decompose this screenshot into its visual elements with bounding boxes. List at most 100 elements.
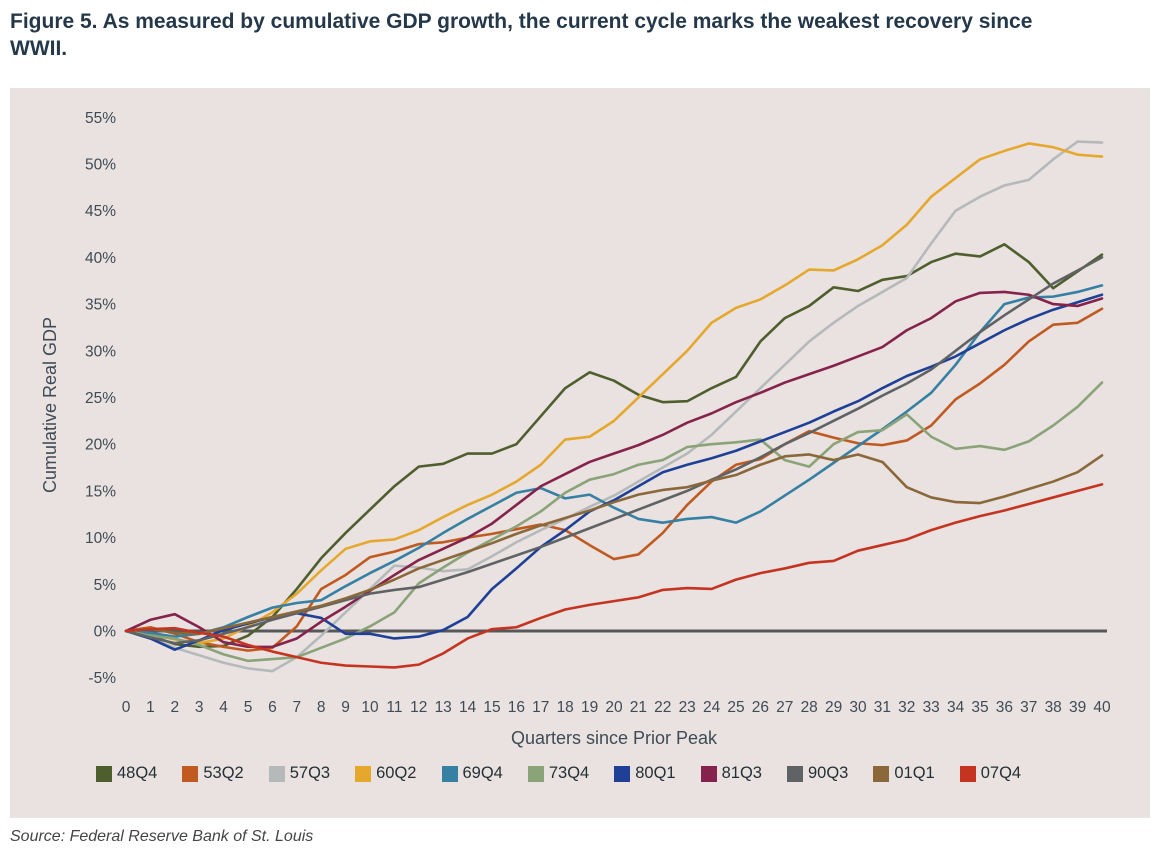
y-axis-label: 45% xyxy=(85,203,116,220)
x-axis-label: 8 xyxy=(317,699,326,716)
y-axis-label: 20% xyxy=(85,437,116,454)
y-axis-label: 15% xyxy=(85,483,116,500)
x-axis-label: 40 xyxy=(1093,699,1111,716)
x-axis-title: Quarters since Prior Peak xyxy=(511,728,718,748)
y-axis-label: 0% xyxy=(94,624,117,641)
x-axis-label: 12 xyxy=(410,699,427,716)
legend-label: 01Q1 xyxy=(894,764,935,782)
legend-item-80Q1: 80Q1 xyxy=(614,764,676,783)
x-axis-label: 36 xyxy=(996,699,1013,716)
x-axis-labels: 0 1 2 3 4 5 6 7 8 9 10 11 12 13 14 15 16 17 18 19 20 21 22 23 24… xyxy=(122,699,1111,716)
x-axis-label: 32 xyxy=(898,699,915,716)
series-line-57Q3 xyxy=(124,140,1104,673)
legend-item-60Q2: 60Q2 xyxy=(355,764,417,783)
x-axis-label: 33 xyxy=(923,699,940,716)
legend-item-57Q3: 57Q3 xyxy=(268,764,331,783)
legend-item-53Q2: 53Q2 xyxy=(182,764,244,783)
x-axis-label: 17 xyxy=(532,699,549,716)
x-axis-label: 29 xyxy=(825,699,842,716)
legend-item-01Q1: 01Q1 xyxy=(873,764,935,783)
legend-label: 69Q4 xyxy=(462,764,503,782)
x-axis-label: 16 xyxy=(508,699,525,716)
legend-swatch-07Q4 xyxy=(959,765,976,782)
x-axis-label: 37 xyxy=(1020,699,1037,716)
y-axis-label: -5% xyxy=(88,670,116,687)
legend-label: 73Q4 xyxy=(548,764,590,782)
x-axis-label: 5 xyxy=(244,699,253,716)
series-line-53Q2 xyxy=(124,307,1104,652)
x-axis-label: 10 xyxy=(361,699,379,716)
series-line-01Q1 xyxy=(124,453,1104,636)
x-axis-label: 21 xyxy=(630,699,647,716)
series-line-81Q3 xyxy=(124,290,1104,649)
legend-swatch-69Q4 xyxy=(441,765,458,782)
series-line-80Q1 xyxy=(124,293,1104,651)
legend-item-07Q4: 07Q4 xyxy=(959,764,1022,783)
legend-item-73Q4: 73Q4 xyxy=(527,764,590,783)
y-axis-label: 30% xyxy=(85,343,116,360)
series-line-69Q4 xyxy=(124,284,1104,638)
series-line-90Q3 xyxy=(124,256,1104,645)
legend-swatch-60Q2 xyxy=(355,765,372,782)
x-axis-label: 2 xyxy=(170,699,179,716)
y-axis-label: 35% xyxy=(85,297,116,314)
x-axis-label: 30 xyxy=(849,699,867,716)
y-axis-labels: 55% 50% 45% 40% 35% 30% 25% 20% 15% 10% 5% 0% -5% xyxy=(85,110,116,687)
legend-swatch-73Q4 xyxy=(527,765,544,782)
x-axis-label: 25 xyxy=(727,699,744,716)
legend-swatch-80Q1 xyxy=(614,765,631,782)
x-axis-label: 39 xyxy=(1069,699,1086,716)
x-axis-label: 22 xyxy=(654,699,671,716)
legend-label: 07Q4 xyxy=(980,764,1022,782)
legend-label: 81Q3 xyxy=(721,764,762,782)
legend-label: 60Q2 xyxy=(376,764,417,782)
x-axis-label: 7 xyxy=(292,699,301,716)
x-axis-label: 18 xyxy=(557,699,574,716)
y-axis-title: Cumulative Real GDP xyxy=(40,317,60,493)
x-axis-label: 3 xyxy=(195,699,204,716)
x-axis-label: 26 xyxy=(752,699,769,716)
legend-swatch-57Q3 xyxy=(268,765,285,782)
series-line-07Q4 xyxy=(124,483,1104,669)
y-axis-label: 25% xyxy=(85,390,116,407)
x-axis-label: 14 xyxy=(459,699,477,716)
legend-label: 48Q4 xyxy=(117,764,158,782)
x-axis-label: 0 xyxy=(122,699,131,716)
x-axis-label: 24 xyxy=(703,699,721,716)
x-axis-label: 4 xyxy=(219,699,228,716)
x-axis-label: 11 xyxy=(386,699,402,716)
x-axis-label: 34 xyxy=(947,699,965,716)
legend-label: 90Q3 xyxy=(808,764,849,782)
figure-title: Figure 5. As measured by cumulative GDP … xyxy=(10,10,1033,61)
y-axis-label: 10% xyxy=(85,530,116,547)
y-axis-label: 5% xyxy=(94,577,117,594)
legend-label: 80Q1 xyxy=(635,764,676,782)
series-line-48Q4 xyxy=(124,243,1104,649)
x-axis-label: 35 xyxy=(971,699,988,716)
legend-swatch-01Q1 xyxy=(873,765,890,782)
x-axis-label: 28 xyxy=(801,699,818,716)
x-axis-label: 6 xyxy=(268,699,277,716)
x-axis-label: 19 xyxy=(581,699,598,716)
legend-label: 57Q3 xyxy=(289,764,331,782)
legend-swatch-53Q2 xyxy=(182,765,199,782)
x-axis-label: 15 xyxy=(483,699,500,716)
y-axis-label: 55% xyxy=(85,110,116,127)
x-axis-label: 31 xyxy=(874,699,891,716)
source-note: Source: Federal Reserve Bank of St. Loui… xyxy=(10,828,314,845)
chart-legend: 48Q4 53Q2 57Q3 60Q2 69Q4 73Q4 80Q1 81Q3 90Q3 01Q1… xyxy=(10,764,1150,783)
x-axis-label: 20 xyxy=(605,699,623,716)
legend-item-69Q4: 69Q4 xyxy=(441,764,503,783)
series-line-73Q4 xyxy=(124,381,1104,663)
legend-item-81Q3: 81Q3 xyxy=(700,764,762,783)
legend-item-90Q3: 90Q3 xyxy=(787,764,848,783)
y-axis-label: 40% xyxy=(85,250,116,267)
x-axis-label: 1 xyxy=(146,699,155,716)
x-axis-label: 38 xyxy=(1045,699,1062,716)
x-axis-label: 13 xyxy=(435,699,452,716)
legend-label: 53Q2 xyxy=(203,764,244,782)
y-axis-label: 50% xyxy=(85,157,116,174)
x-axis-label: 9 xyxy=(341,699,350,716)
